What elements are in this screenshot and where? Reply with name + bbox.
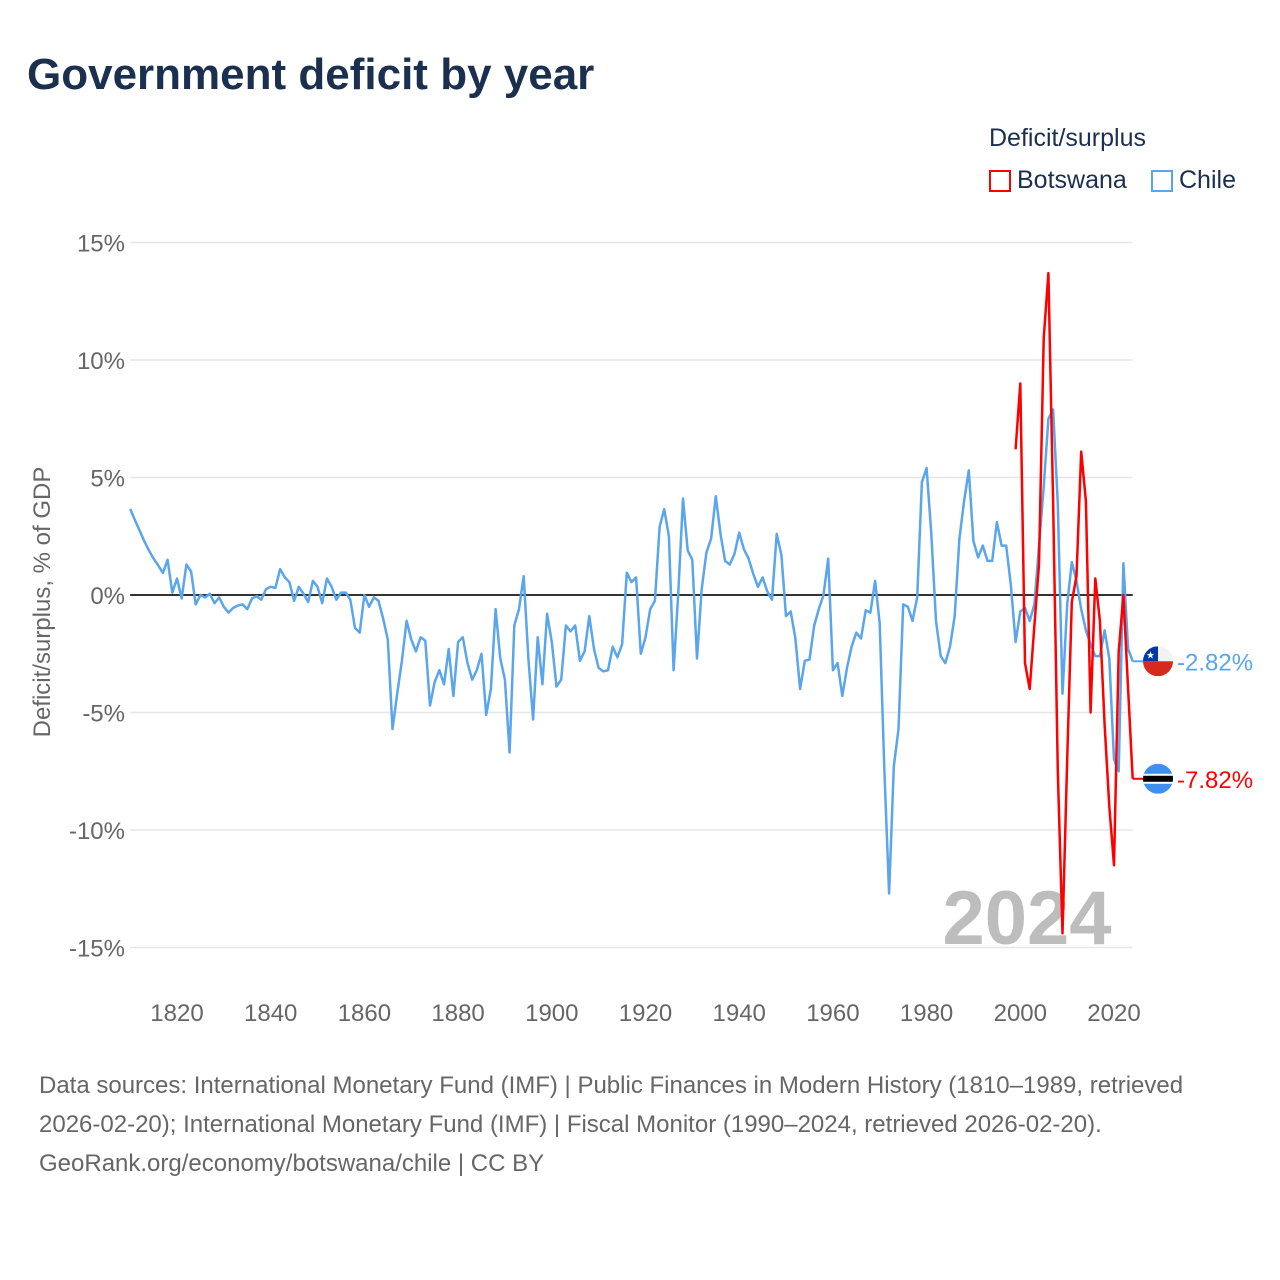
star-icon: ★ (1146, 650, 1155, 661)
flag-botswana-icon (1143, 775, 1173, 782)
x-tick-label: 1860 (338, 1000, 391, 1027)
x-tick-label: 1940 (713, 1000, 766, 1027)
x-tick-label: 1920 (619, 1000, 672, 1027)
legend-swatch-chile (1151, 169, 1173, 192)
x-tick-label: 1980 (900, 1000, 953, 1027)
x-tick-label: 1900 (525, 1000, 578, 1027)
legend-label-botswana: Botswana (1017, 166, 1127, 194)
source-credit[interactable]: GeoRank.org/economy/botswana/chile | CC … (39, 1150, 545, 1177)
x-tick-label: 1820 (150, 1000, 203, 1027)
y-tick-label: 5% (90, 466, 125, 493)
x-tick-label: 1840 (244, 1000, 297, 1027)
y-tick-label: -5% (82, 701, 125, 728)
legend-title: Deficit/surplus (989, 124, 1146, 152)
x-tick-label: 1880 (431, 1000, 484, 1027)
x-tick-label: 1960 (806, 1000, 859, 1027)
end-label-botswana: -7.82% (1177, 767, 1253, 794)
legend-item-chile[interactable]: Chile (1151, 166, 1236, 195)
y-tick-label: 0% (90, 583, 125, 610)
source-text: Data sources: International Monetary Fun… (39, 1072, 1184, 1138)
legend-label-chile: Chile (1179, 166, 1236, 194)
series-line-botswana (1014, 271, 1134, 935)
year-watermark: 2024 (942, 876, 1111, 961)
y-tick-label: 10% (77, 348, 125, 375)
y-tick-label: -15% (69, 936, 125, 963)
y-tick-label: -10% (69, 818, 125, 845)
source-note: Data sources: International Monetary Fun… (39, 1066, 1249, 1183)
flag-chile-icon (1143, 661, 1173, 677)
x-tick-label: 2020 (1087, 1000, 1140, 1027)
plot-area: 15% 10% 5% 0% -5% -10% -15% 1820 1840 1860 1880 190… (29, 231, 1253, 1028)
y-tick-label: 15% (77, 231, 125, 258)
chart-title: Government deficit by year (27, 50, 595, 99)
x-tick-label: 2000 (994, 1000, 1047, 1027)
y-axis-label: Deficit/surplus, % of GDP (29, 467, 56, 738)
legend-swatch-botswana (989, 169, 1011, 192)
end-label-chile: -2.82% (1177, 649, 1253, 676)
legend-item-botswana[interactable]: Botswana (989, 166, 1127, 195)
series-line-chile (129, 408, 1134, 895)
